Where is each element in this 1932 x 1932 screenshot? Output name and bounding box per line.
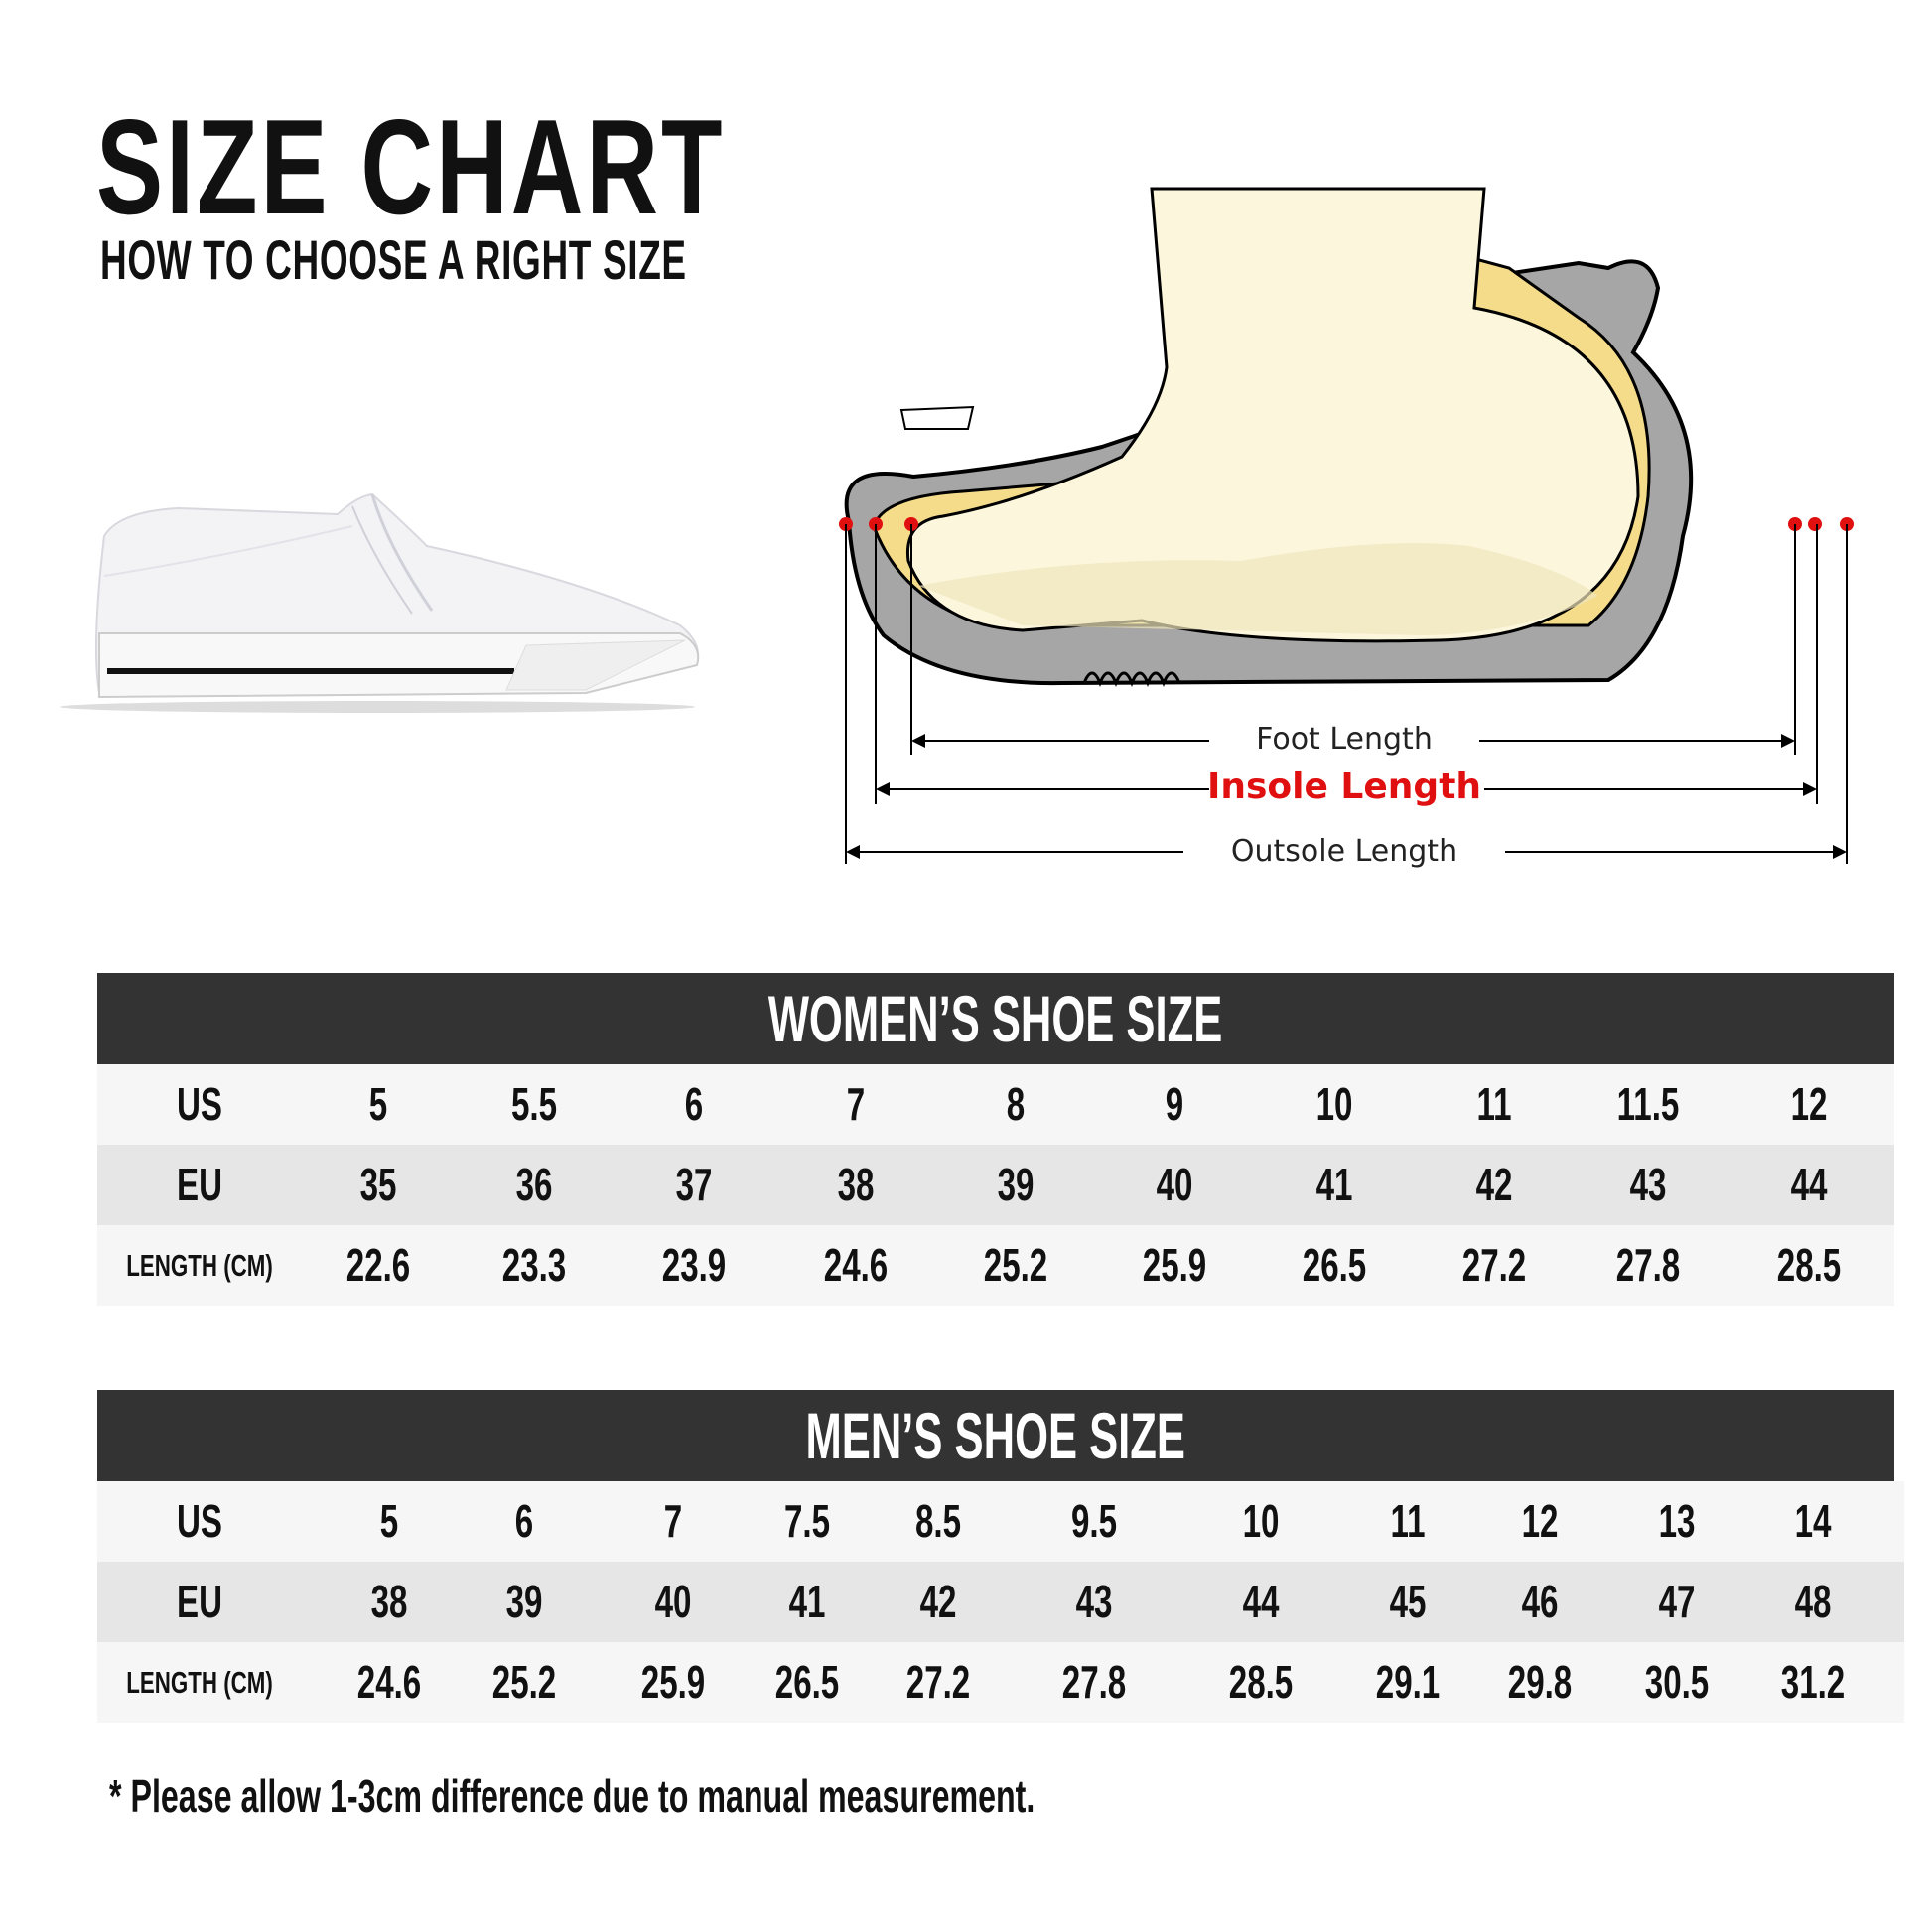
size-cell: 47 [1658, 1576, 1696, 1627]
size-cell: 28.5 [1776, 1239, 1842, 1291]
page-title: SIZE CHART [96, 91, 726, 242]
size-cell: 45 [1389, 1576, 1427, 1627]
size-cell: 27.2 [905, 1656, 971, 1708]
women-row-us: US 5 5.5 6 7 8 9 10 11 11.5 12 [97, 1064, 1894, 1145]
women-table-title: WOMEN’S SHOE SIZE [768, 982, 1223, 1055]
size-cell: 41 [1315, 1159, 1353, 1210]
size-cell: 43 [1629, 1159, 1667, 1210]
insole-length-label: Insole Length [1206, 766, 1482, 807]
row-label: EU [176, 1159, 223, 1210]
men-table-title: MEN’S SHOE SIZE [805, 1399, 1186, 1472]
size-cell: 7.5 [783, 1495, 831, 1547]
men-size-table: MEN’S SHOE SIZE US 5 6 7 7.5 8.5 9.5 10 11 12 13 14… [97, 1390, 1904, 1727]
page-subtitle: HOW TO CHOOSE A RIGHT SIZE [100, 228, 687, 291]
row-label: US [176, 1495, 223, 1547]
size-cell: 12 [1521, 1495, 1559, 1547]
size-cell: 24.6 [356, 1656, 422, 1708]
men-row-eu: EU 38 39 40 41 42 43 44 45 46 47 48 [97, 1562, 1904, 1642]
size-cell: 7 [846, 1078, 866, 1130]
size-cell: 5 [379, 1495, 399, 1547]
size-cell: 22.6 [345, 1239, 411, 1291]
size-cell: 38 [370, 1576, 408, 1627]
men-row-us: US 5 6 7 7.5 8.5 9.5 10 11 12 13 14 [97, 1481, 1904, 1562]
size-cell: 10 [1242, 1495, 1280, 1547]
size-cell: 27.8 [1615, 1239, 1681, 1291]
size-cell: 10 [1315, 1078, 1353, 1130]
size-cell: 46 [1521, 1576, 1559, 1627]
size-cell: 7 [663, 1495, 683, 1547]
men-table-header: MEN’S SHOE SIZE [97, 1390, 1894, 1481]
size-cell: 31.2 [1780, 1656, 1846, 1708]
size-cell: 35 [359, 1159, 397, 1210]
outsole-length-label: Outsole Length [1230, 834, 1458, 869]
size-cell: 29.8 [1507, 1656, 1573, 1708]
women-row-eu: EU 35 36 37 38 39 40 41 42 43 44 [97, 1145, 1894, 1225]
men-row-length: LENGTH (CM) 24.6 25.2 25.9 26.5 27.2 27.8 28.5 2… [97, 1642, 1904, 1723]
size-cell: 6 [514, 1495, 534, 1547]
row-label: LENGTH (CM) [126, 1665, 273, 1700]
row-label: LENGTH (CM) [126, 1248, 273, 1283]
size-cell: 42 [1475, 1159, 1513, 1210]
size-cell: 24.6 [823, 1239, 889, 1291]
size-cell: 8 [1006, 1078, 1026, 1130]
size-cell: 27.2 [1461, 1239, 1527, 1291]
size-cell: 12 [1790, 1078, 1828, 1130]
size-cell: 37 [675, 1159, 713, 1210]
size-cell: 43 [1075, 1576, 1113, 1627]
size-cell: 14 [1794, 1495, 1832, 1547]
size-cell: 23.3 [501, 1239, 567, 1291]
footnote: * Please allow 1-3cm difference due to m… [109, 1770, 1035, 1822]
size-cell: 42 [919, 1576, 957, 1627]
size-cell: 11.5 [1616, 1078, 1680, 1130]
size-cell: 28.5 [1228, 1656, 1294, 1708]
slip-on-shoe-image [60, 492, 700, 713]
size-cell: 25.2 [983, 1239, 1048, 1291]
size-cell: 39 [997, 1159, 1035, 1210]
size-cell: 25.9 [640, 1656, 706, 1708]
size-cell: 27.8 [1061, 1656, 1127, 1708]
size-cell: 11 [1476, 1078, 1512, 1130]
size-cell: 48 [1794, 1576, 1832, 1627]
size-cell: 11 [1390, 1495, 1426, 1547]
size-cell: 36 [515, 1159, 553, 1210]
size-cell: 38 [837, 1159, 875, 1210]
size-cell: 13 [1658, 1495, 1696, 1547]
size-cell: 44 [1790, 1159, 1828, 1210]
size-cell: 30.5 [1644, 1656, 1710, 1708]
foot-length-label: Foot Length [1256, 722, 1433, 757]
size-cell: 25.2 [491, 1656, 557, 1708]
size-cell: 39 [505, 1576, 543, 1627]
foot-measurement-diagram: Foot Length Insole Length Outsole Length [824, 169, 1876, 884]
size-cell: 41 [788, 1576, 826, 1627]
size-cell: 26.5 [1302, 1239, 1367, 1291]
size-cell: 40 [654, 1576, 692, 1627]
size-cell: 6 [684, 1078, 704, 1130]
size-cell: 23.9 [661, 1239, 727, 1291]
size-cell: 5.5 [510, 1078, 558, 1130]
size-cell: 5 [368, 1078, 388, 1130]
size-cell: 9.5 [1070, 1495, 1118, 1547]
size-cell: 44 [1242, 1576, 1280, 1627]
size-cell: 29.1 [1375, 1656, 1441, 1708]
women-table-header: WOMEN’S SHOE SIZE [97, 973, 1894, 1064]
size-cell: 25.9 [1142, 1239, 1207, 1291]
row-label: EU [176, 1576, 223, 1627]
women-row-length: LENGTH (CM) 22.6 23.3 23.9 24.6 25.2 25.9 26.5 2… [97, 1225, 1894, 1306]
row-label: US [176, 1078, 223, 1130]
size-cell: 26.5 [774, 1656, 840, 1708]
size-cell: 9 [1165, 1078, 1184, 1130]
women-size-table: WOMEN’S SHOE SIZE US 5 5.5 6 7 8 9 10 11 11.5 12 EU… [97, 973, 1894, 1308]
size-cell: 8.5 [914, 1495, 962, 1547]
size-cell: 40 [1156, 1159, 1193, 1210]
